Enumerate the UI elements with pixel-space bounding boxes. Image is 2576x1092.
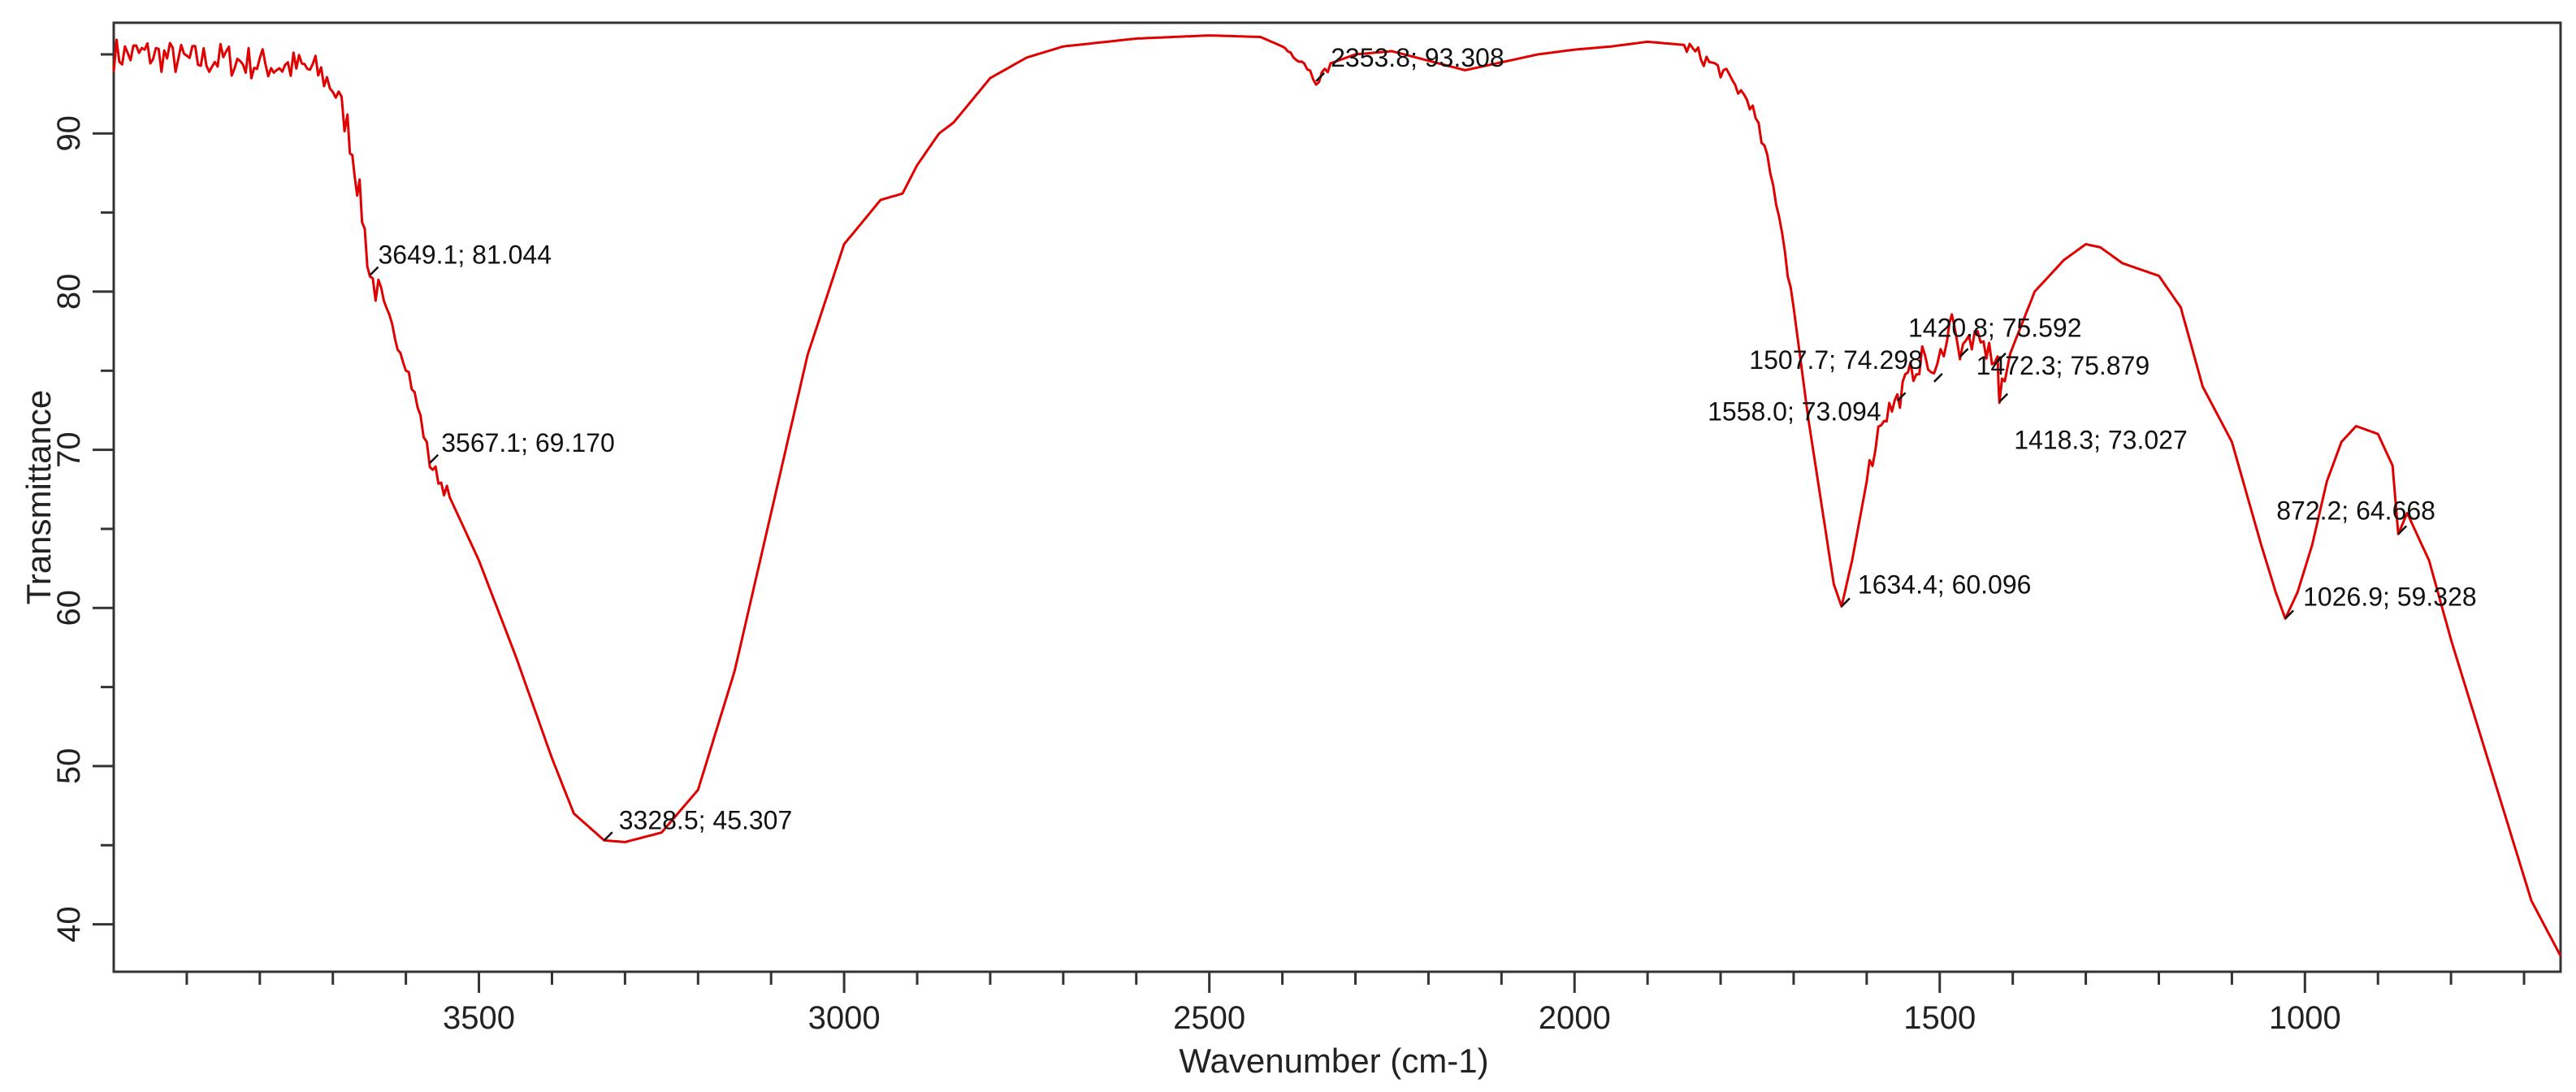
peak-label: 1026.9; 59.328 <box>2303 582 2477 611</box>
x-tick-label: 1500 <box>1903 1000 1976 1036</box>
x-tick-label: 3000 <box>808 1000 881 1036</box>
peak-leader <box>1998 392 2009 403</box>
peak-label: 1420.8; 75.592 <box>1908 314 2082 343</box>
axis-ticks <box>93 53 2526 993</box>
peak-label: 1507.7; 74.298 <box>1749 345 1923 375</box>
y-axis-label: Transmittance <box>19 390 58 605</box>
tick-labels: 3500 3000 2500 2000 1500 1000 40 50 60 70 80 90 <box>51 115 2341 1036</box>
peak-label: 3328.5; 45.307 <box>619 805 793 834</box>
peak-label: 3649.1; 81.044 <box>378 240 552 270</box>
y-tick-label: 80 <box>51 274 87 310</box>
peak-label: 1418.3; 73.027 <box>2014 426 2188 455</box>
peak-leader <box>1997 352 2007 362</box>
plot-frame <box>112 21 2562 973</box>
x-tick-label: 1000 <box>2269 1000 2341 1036</box>
peak-label: 872.2; 64.668 <box>2276 496 2435 525</box>
peak-label: 1472.3; 75.879 <box>1976 351 2150 380</box>
peak-leader <box>429 453 439 464</box>
peak-annotations: 3649.1; 81.044 3567.1; 69.170 3328.5; 45.3… <box>369 43 2477 842</box>
peak-leader <box>1933 373 1943 383</box>
peak-label: 3567.1; 69.170 <box>441 428 615 457</box>
y-tick-label: 50 <box>51 748 87 785</box>
y-tick-label: 60 <box>51 590 87 626</box>
peak-leader <box>1841 597 1851 608</box>
peak-leader <box>369 266 379 276</box>
y-tick-label: 40 <box>51 906 87 942</box>
peak-leader <box>603 831 613 842</box>
peak-leader <box>2284 609 2295 620</box>
peak-label: 2353.8; 93.308 <box>1331 43 1504 72</box>
peak-leader <box>1896 392 1907 402</box>
x-tick-label: 2000 <box>1539 1000 1611 1036</box>
peak-leader <box>1959 348 1969 358</box>
y-tick-label: 70 <box>51 431 87 468</box>
peak-leader <box>2397 525 2408 535</box>
x-tick-label: 3500 <box>443 1000 515 1036</box>
peak-label: 1634.4; 60.096 <box>1858 570 2032 599</box>
peak-leader <box>1315 72 1325 82</box>
peak-label: 1558.0; 73.094 <box>1708 396 1881 426</box>
x-tick-label: 2500 <box>1173 1000 1245 1036</box>
x-axis-label: Wavenumber (cm-1) <box>1179 1042 1488 1080</box>
spectrum-line <box>112 34 2562 957</box>
y-tick-label: 90 <box>51 115 87 152</box>
